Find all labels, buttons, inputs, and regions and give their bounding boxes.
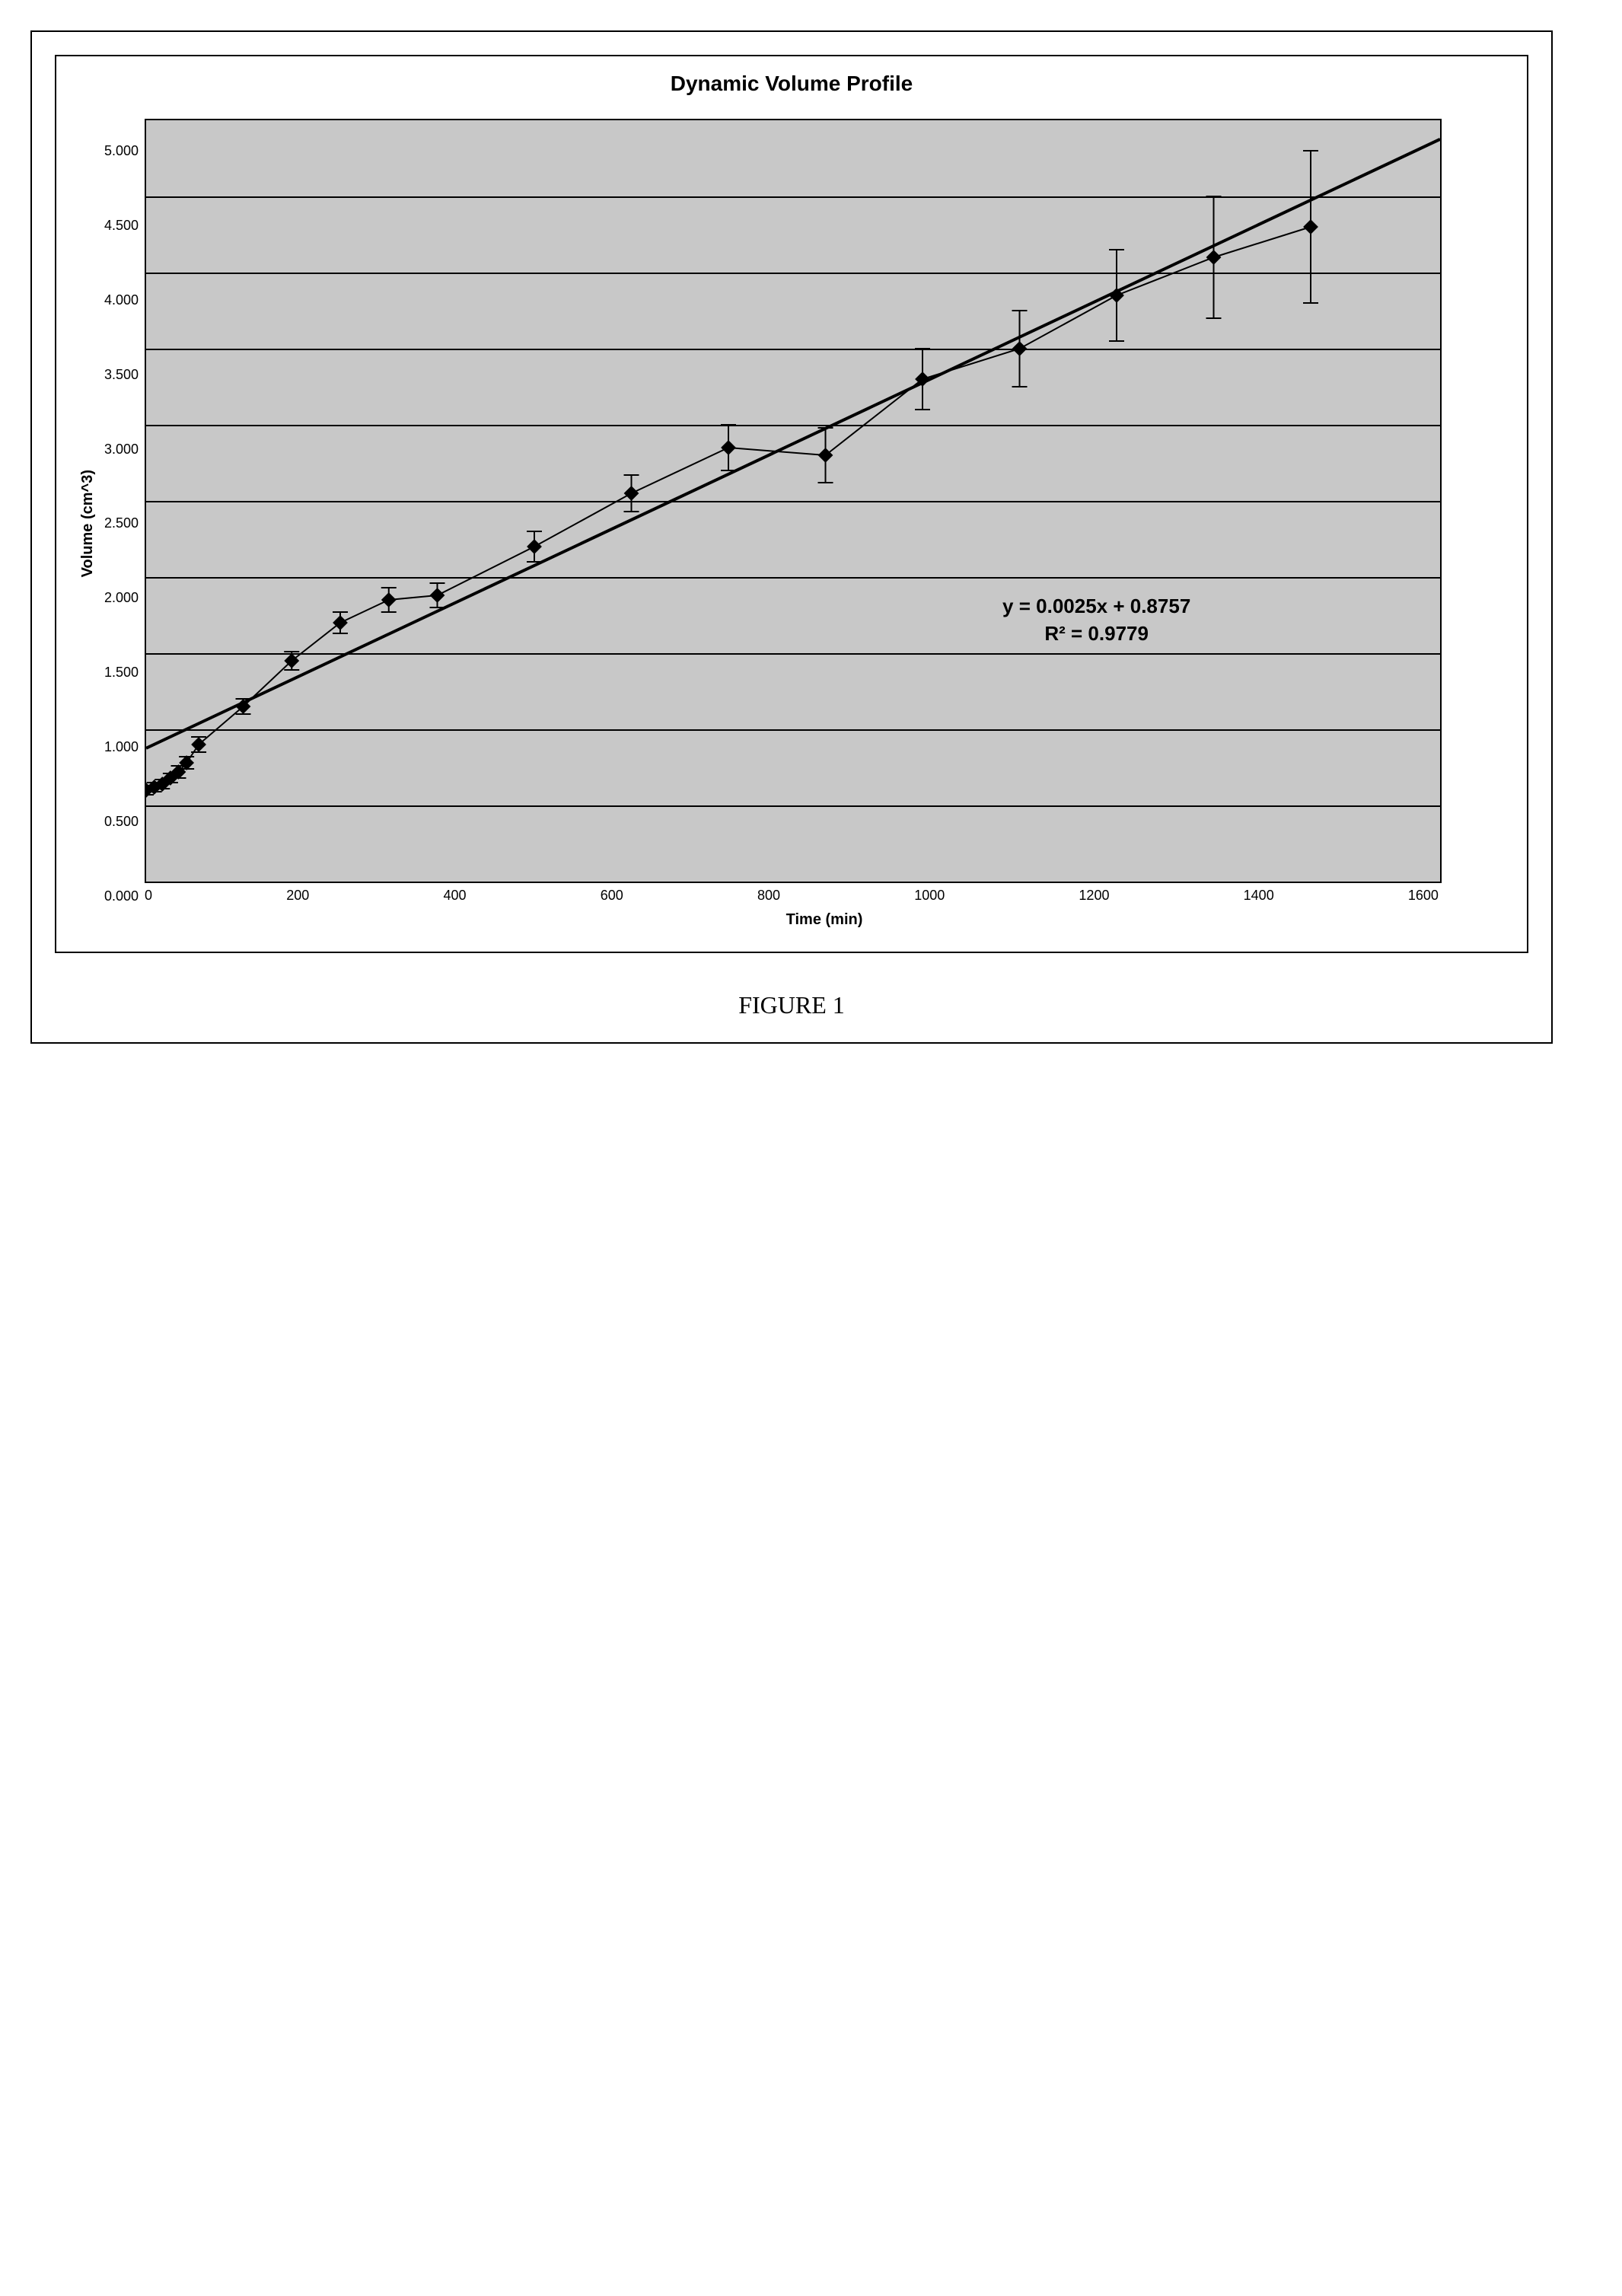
- x-axis-label: Time (min): [145, 911, 1504, 929]
- x-tick: 0: [145, 888, 152, 904]
- x-tick: 1200: [1079, 888, 1109, 904]
- x-tick: 1600: [1408, 888, 1439, 904]
- x-tick-labels: 0 200 400 600 800 1000 1200 1400 1600: [145, 888, 1439, 904]
- x-tick: 1000: [914, 888, 945, 904]
- trend-line: [146, 139, 1440, 748]
- y-tick: 4.000: [104, 292, 139, 308]
- y-tick: 1.000: [104, 739, 139, 755]
- x-tick: 800: [757, 888, 780, 904]
- data-marker: [430, 588, 445, 603]
- gridline: [146, 273, 1440, 274]
- gridline: [146, 805, 1440, 807]
- gridline: [146, 729, 1440, 731]
- data-marker: [333, 615, 348, 630]
- gridline: [146, 349, 1440, 350]
- y-tick: 0.000: [104, 888, 139, 904]
- data-marker: [381, 592, 397, 607]
- data-marker: [1206, 250, 1222, 265]
- y-tick-labels: 5.000 4.500 4.000 3.500 3.000 2.500 2.000 1.500…: [104, 143, 145, 904]
- outer-frame: Dynamic Volume Profile Volume (cm^3) 5.0…: [30, 30, 1553, 1044]
- gridline: [146, 196, 1440, 198]
- x-tick: 200: [286, 888, 309, 904]
- data-marker: [527, 539, 542, 554]
- y-tick: 1.500: [104, 665, 139, 681]
- figure-caption: FIGURE 1: [55, 991, 1528, 1019]
- y-tick: 5.000: [104, 143, 139, 159]
- x-tick: 400: [443, 888, 466, 904]
- chart-title: Dynamic Volume Profile: [79, 72, 1504, 96]
- chart-body: Volume (cm^3) 5.000 4.500 4.000 3.500 3.000 2…: [79, 119, 1504, 929]
- data-line: [146, 227, 1311, 790]
- chart-frame: Dynamic Volume Profile Volume (cm^3) 5.0…: [55, 55, 1528, 953]
- y-tick: 2.500: [104, 515, 139, 531]
- gridline: [146, 577, 1440, 579]
- y-tick: 0.500: [104, 814, 139, 830]
- data-marker: [1303, 219, 1318, 234]
- y-tick: 4.500: [104, 218, 139, 234]
- regression-annotation: y = 0.0025x + 0.8757 R² = 0.9779: [1002, 592, 1190, 648]
- y-tick: 2.000: [104, 590, 139, 606]
- data-marker: [721, 440, 736, 455]
- gridline: [146, 501, 1440, 502]
- y-axis-label: Volume (cm^3): [79, 470, 97, 577]
- plot-area: y = 0.0025x + 0.8757 R² = 0.9779: [145, 119, 1442, 883]
- data-marker: [624, 486, 639, 501]
- x-tick: 1400: [1244, 888, 1274, 904]
- y-tick: 3.000: [104, 442, 139, 458]
- equation-text: y = 0.0025x + 0.8757: [1002, 592, 1190, 620]
- x-tick: 600: [601, 888, 623, 904]
- data-marker: [818, 448, 833, 463]
- y-tick: 3.500: [104, 367, 139, 383]
- gridline: [146, 653, 1440, 655]
- r2-text: R² = 0.9779: [1002, 620, 1190, 647]
- plot-wrap: y = 0.0025x + 0.8757 R² = 0.9779 0 200 400…: [145, 119, 1504, 929]
- gridline: [146, 425, 1440, 426]
